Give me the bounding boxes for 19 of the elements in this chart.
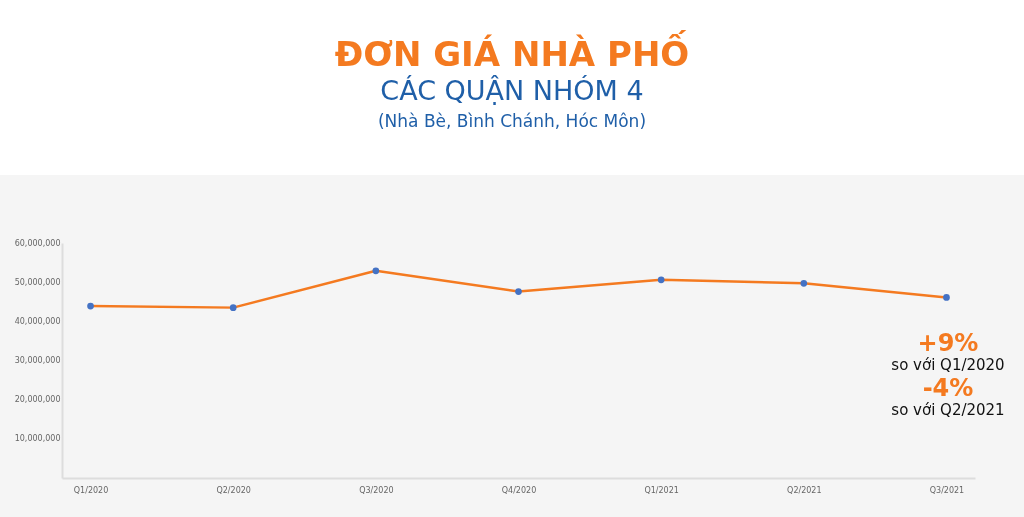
x-tick-label: Q1/2021 <box>644 485 679 495</box>
y-tick-label: 40,000,000 <box>14 316 61 326</box>
text: (Nhà Bè, Bình Chánh, Hóc Môn) <box>376 110 647 133</box>
x-tick-label: Q4/2020 <box>501 485 537 495</box>
annotation: -4% <box>921 374 975 402</box>
annotation: so với Q2/2021 <box>890 401 1006 420</box>
x-tick-label: Q3/2021 <box>929 485 965 495</box>
x-tick-label: Q3/2020 <box>359 485 394 495</box>
chart-subtitle: CÁC QUẬN NHÓM 4 <box>379 74 645 108</box>
x-tick-label: Q1/2020 <box>73 485 109 495</box>
annotation: so với Q1/2020 <box>890 356 1006 375</box>
annotation: +9% <box>916 329 980 357</box>
y-tick-label: 10,000,000 <box>14 434 61 444</box>
y-tick-label: 20,000,000 <box>14 395 61 405</box>
x-tick-label: Q2/2021 <box>787 485 822 495</box>
y-tick-label: 50,000,000 <box>14 277 61 287</box>
y-tick-label: 30,000,000 <box>14 356 61 365</box>
y-tick-label: 60,000,000 <box>14 238 61 248</box>
x-tick-label: Q2/2020 <box>216 485 251 495</box>
